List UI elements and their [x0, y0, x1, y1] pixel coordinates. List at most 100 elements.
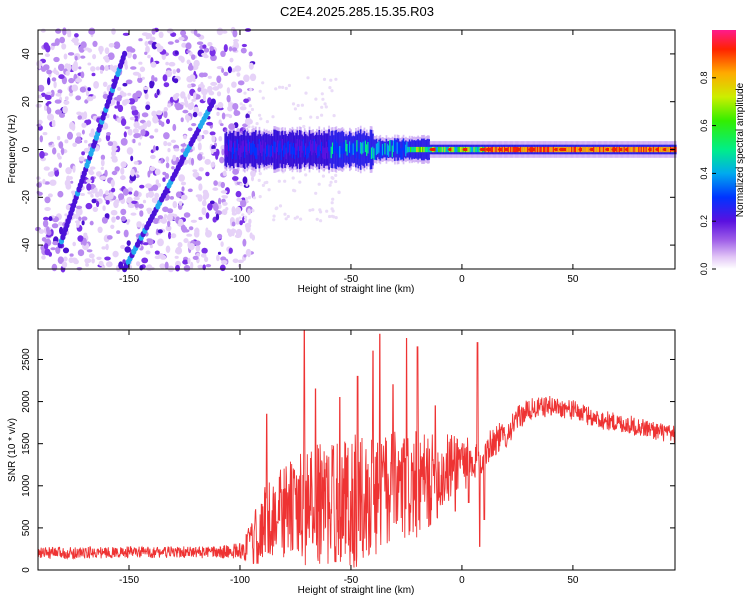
spectrogram-band-core [568, 146, 571, 153]
spectrogram-speckle [100, 159, 105, 167]
spectrogram-band-core [495, 146, 498, 153]
spectrogram-x-tick-label: -150 [119, 274, 139, 285]
spectrogram-speckle [244, 218, 248, 222]
spectrogram-speckle [284, 217, 288, 221]
spectrogram-band-core [320, 141, 323, 154]
spectrogram-band-core [544, 146, 546, 153]
spectrogram-speckle [154, 128, 159, 133]
spectrogram-speckle [59, 36, 65, 44]
spectrogram-band-core [438, 146, 440, 153]
spectrogram-speckle [319, 219, 323, 223]
spectrogram-speckle [120, 175, 126, 181]
spectrogram-band-core [248, 141, 251, 154]
spectrogram-y-tick-label: 20 [21, 96, 32, 108]
snr-y-label: SNR (10 * v/v) [7, 418, 18, 482]
spectrogram-band-core [395, 139, 397, 152]
spectrogram-speckle [70, 190, 77, 195]
spectrogram-speckle [65, 204, 71, 211]
spectrogram-speckle [201, 52, 208, 57]
spectrogram-speckle [317, 182, 321, 186]
spectrogram-speckle [65, 70, 70, 76]
spectrogram-speckle [309, 115, 313, 119]
spectrogram-speckle [85, 179, 93, 183]
spectrogram-speckle [58, 221, 64, 226]
spectrogram-speckle [329, 180, 333, 184]
spectrogram-speckle [141, 76, 145, 80]
spectrogram-band-core [309, 139, 312, 152]
spectrogram-band-core [316, 143, 318, 156]
spectrogram-band-core [491, 146, 494, 153]
spectrogram-speckle [133, 161, 139, 165]
spectrogram-speckle [111, 216, 116, 223]
spectrogram-band-core [601, 146, 604, 153]
spectrogram-speckle [60, 147, 65, 156]
spectrogram-speckle [190, 261, 194, 270]
spectrogram-speckle [216, 66, 224, 70]
spectrogram-band-core [467, 146, 470, 153]
spectrogram-speckle [175, 191, 182, 198]
spectrogram-band-core [392, 140, 395, 152]
spectrogram-band-core [268, 145, 271, 157]
spectrogram-speckle [104, 213, 110, 219]
spectrogram-band-core [317, 146, 319, 159]
spectrogram-speckle [239, 102, 243, 106]
spectrogram-speckle [223, 71, 229, 76]
spectrogram-speckle [55, 109, 62, 115]
spectrogram-speckle [187, 93, 191, 100]
spectrogram-speckle [251, 234, 255, 241]
spectrogram-speckle [157, 114, 162, 120]
spectrogram-speckle [205, 171, 210, 177]
spectrogram-speckle [43, 42, 49, 50]
spectrogram-speckle [291, 176, 295, 180]
spectrogram-speckle [251, 209, 255, 213]
spectrogram-speckle [46, 229, 52, 236]
spectrogram-speckle [206, 121, 213, 126]
spectrogram-band-core [549, 146, 551, 153]
spectrogram-speckle [169, 196, 174, 200]
spectrogram-speckle [37, 84, 45, 92]
spectrogram-band-core [329, 142, 332, 154]
spectrogram-band-core [524, 146, 527, 153]
spectrogram-speckle [174, 255, 179, 259]
spectrogram-speckle [70, 257, 78, 263]
spectrogram-band-core [666, 146, 668, 153]
spectrogram-band-core [384, 143, 387, 155]
spectrogram-speckle [159, 254, 167, 260]
spectrogram-speckle [325, 209, 329, 213]
spectrogram-speckle [258, 172, 262, 176]
spectrogram-speckle [165, 245, 171, 253]
spectrogram-band-core [226, 145, 229, 157]
spectrogram-band-core [585, 146, 588, 153]
spectrogram-speckle [111, 157, 118, 163]
spectrogram-speckle [175, 249, 179, 254]
spectrogram-speckle [166, 118, 170, 125]
spectrogram-speckle [78, 216, 82, 222]
spectrogram-speckle [101, 265, 106, 269]
spectrogram-speckle [202, 72, 208, 78]
spectrogram-band-core [457, 146, 460, 153]
spectrogram-band-core [472, 146, 474, 153]
spectrogram-speckle [239, 183, 243, 187]
spectrogram-speckle [120, 208, 127, 216]
spectrogram-speckle [133, 121, 140, 129]
spectrogram-band-core [231, 147, 234, 159]
spectrogram-speckle [216, 111, 220, 116]
spectrogram-speckle [139, 184, 145, 189]
spectrogram-speckle [39, 150, 45, 159]
spectrogram-speckle [232, 258, 239, 264]
spectrogram-speckle [240, 199, 247, 208]
spectrogram-band-peak [516, 147, 522, 152]
spectrogram-speckle [277, 179, 281, 183]
spectrogram-speckle [58, 74, 65, 80]
spectrogram-band-core [640, 146, 643, 153]
spectrogram-speckle [47, 113, 54, 121]
spectrogram-speckle [196, 134, 202, 142]
spectrogram-speckle [166, 213, 173, 222]
spectrogram-band-core [259, 141, 262, 153]
spectrogram-band-core [314, 141, 317, 153]
spectrogram-speckle [191, 98, 196, 102]
spectrogram-speckle [166, 28, 174, 34]
spectrogram-speckle [51, 122, 56, 127]
spectrogram-band-core [538, 146, 540, 153]
spectrogram-speckle [178, 218, 184, 226]
